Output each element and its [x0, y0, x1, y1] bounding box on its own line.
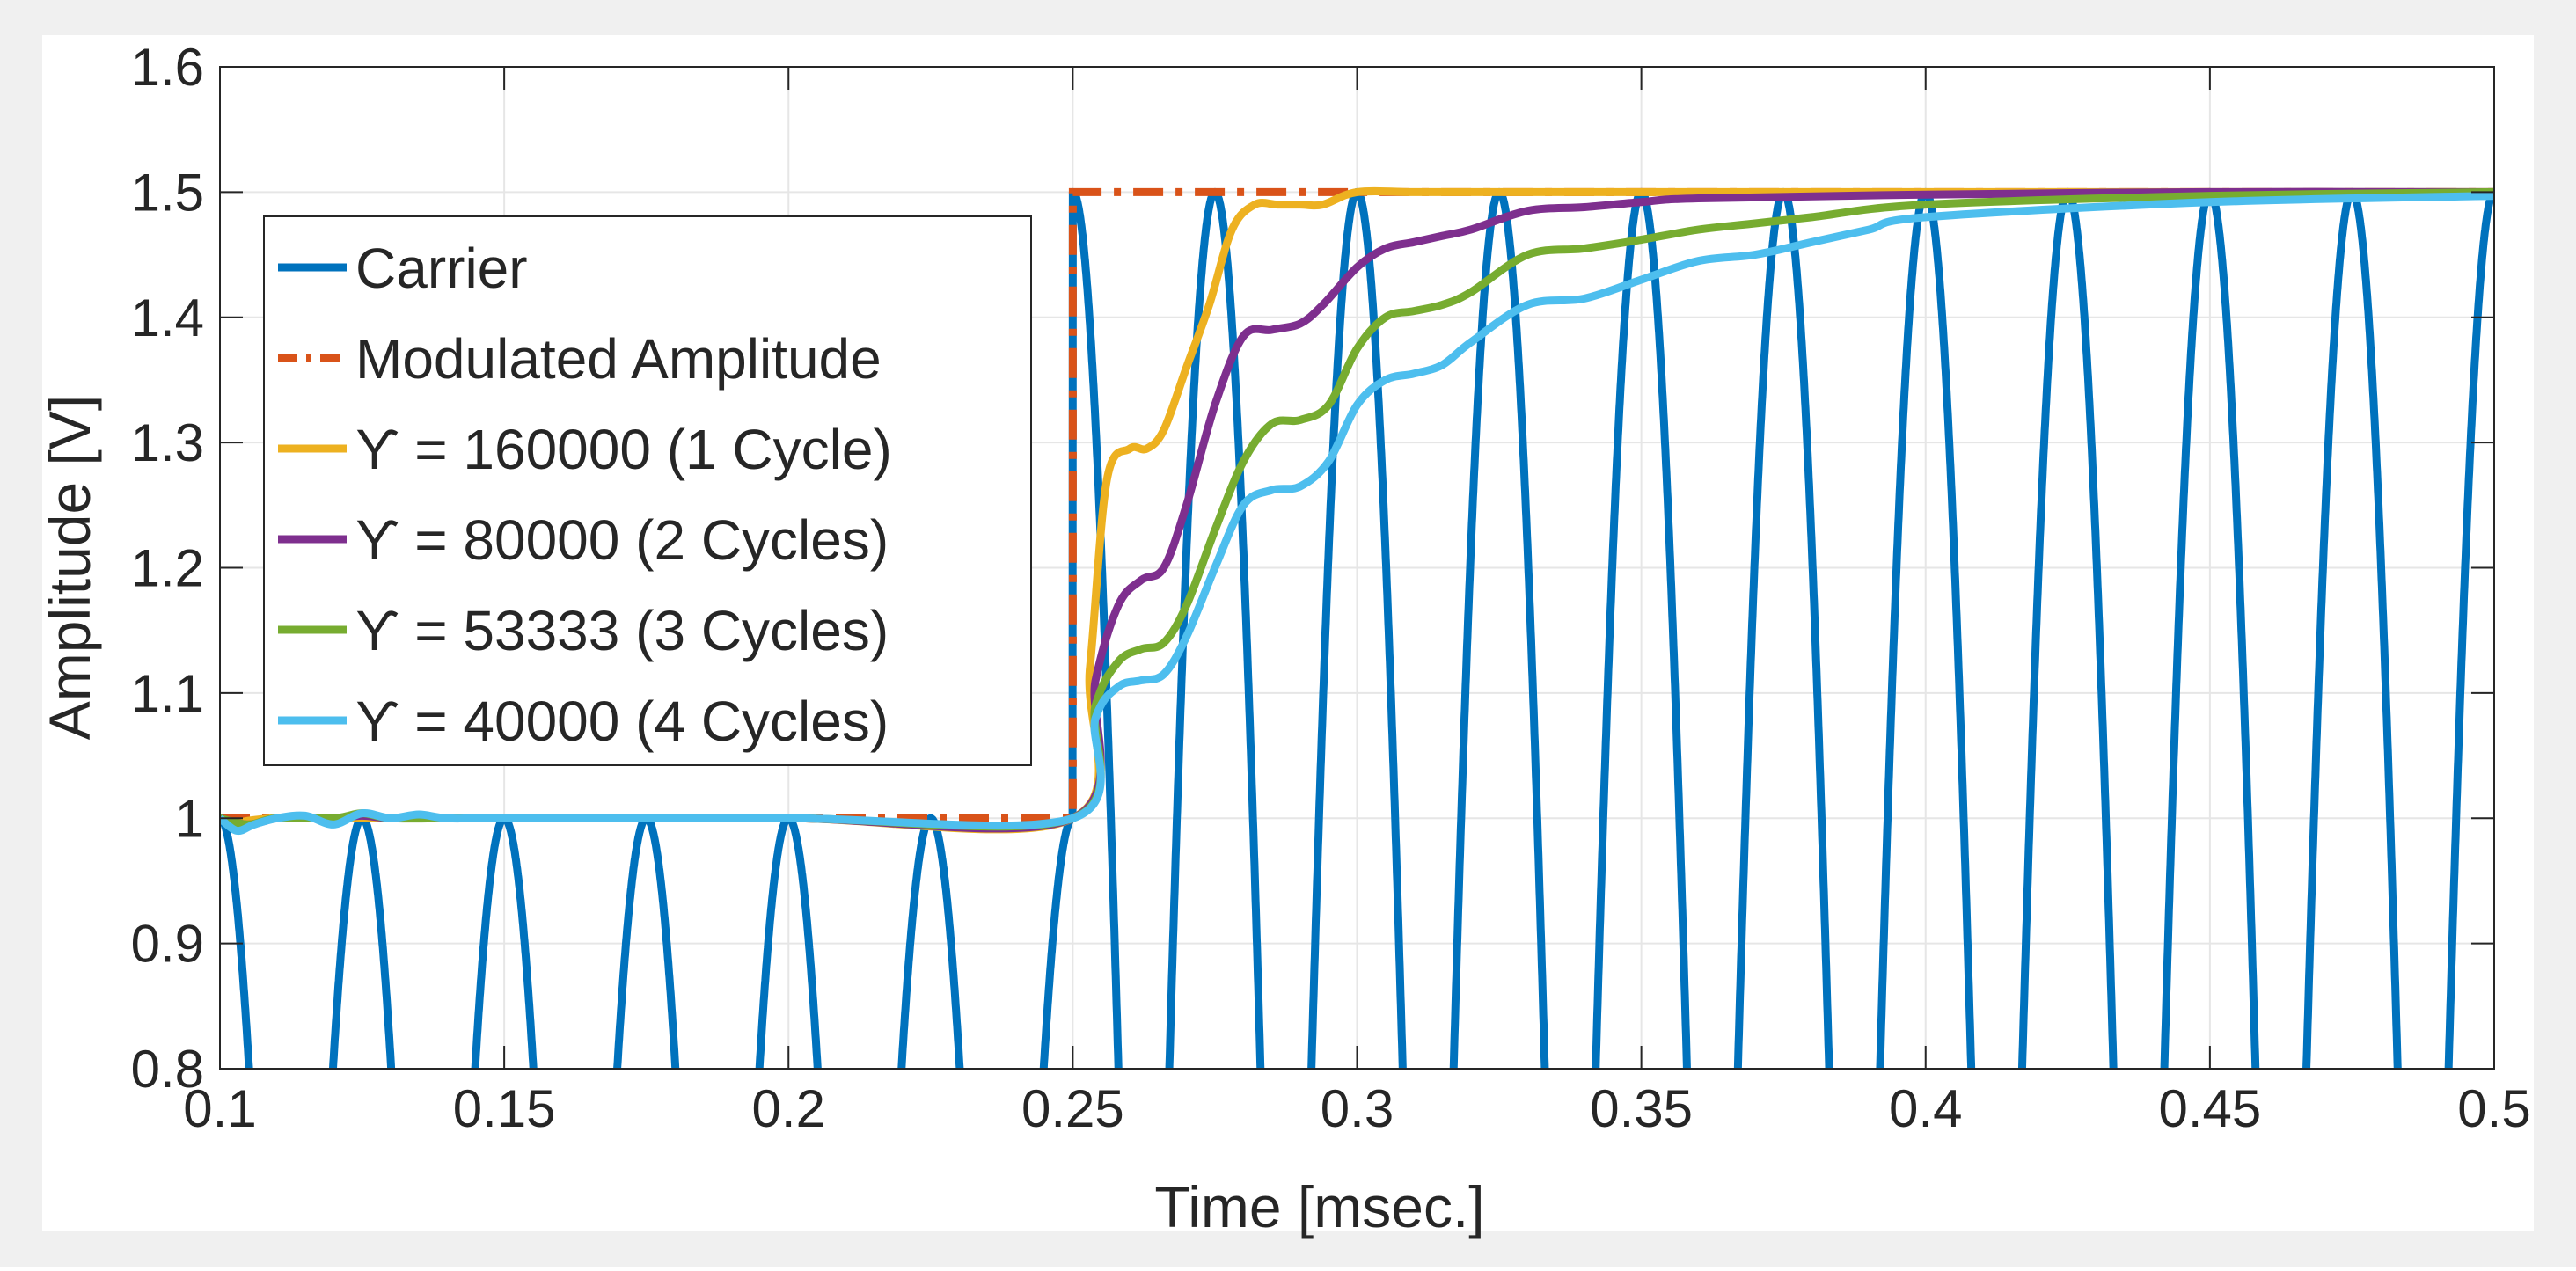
legend: Carrier Modulated Amplitude ϒ = 160000 (1 … — [263, 215, 1032, 766]
y-tick-label: 1.2 — [131, 539, 204, 598]
legend-label: ϒ = 53333 (3 Cycles) — [355, 599, 889, 662]
legend-box — [263, 215, 1032, 766]
legend-label: ϒ = 40000 (4 Cycles) — [355, 690, 889, 753]
y-tick-label: 1.1 — [131, 664, 204, 723]
x-tick-label: 0.1 — [183, 1079, 256, 1138]
axis-ticks: 0.1 0.15 0.2 0.25 0.3 0.35 0.4 0.45 0.5 0.8 0.9 1 1.… — [131, 38, 2531, 1138]
x-tick-label: 0.45 — [2158, 1079, 2261, 1138]
x-tick-label: 0.35 — [1590, 1079, 1693, 1138]
y-tick-label: 1.3 — [131, 413, 204, 472]
legend-label: ϒ = 80000 (2 Cycles) — [355, 508, 889, 572]
legend-label: ϒ = 160000 (1 Cycle) — [355, 418, 892, 481]
series-4-cycles — [220, 192, 2494, 836]
y-tick-label: 1.5 — [131, 163, 204, 222]
y-tick-label: 1.6 — [131, 38, 204, 97]
x-tick-label: 0.15 — [453, 1079, 556, 1138]
y-axis-label: Amplitude [V] — [37, 395, 102, 741]
x-tick-label: 0.4 — [1889, 1079, 1962, 1138]
x-tick-label: 0.5 — [2457, 1079, 2530, 1138]
y-tick-label: 1 — [175, 789, 204, 848]
x-axis-label: Time [msec.] — [1154, 1174, 1484, 1239]
legend-label: Modulated Amplitude — [355, 327, 882, 391]
y-tick-label: 0.9 — [131, 915, 204, 974]
x-tick-label: 0.3 — [1321, 1079, 1394, 1138]
x-tick-label: 0.25 — [1021, 1079, 1124, 1138]
y-tick-label: 1.4 — [131, 289, 204, 347]
legend-label: Carrier — [355, 237, 528, 300]
series-layer — [220, 186, 2494, 1069]
y-tick-label: 0.8 — [131, 1040, 204, 1099]
x-tick-label: 0.2 — [752, 1079, 825, 1138]
